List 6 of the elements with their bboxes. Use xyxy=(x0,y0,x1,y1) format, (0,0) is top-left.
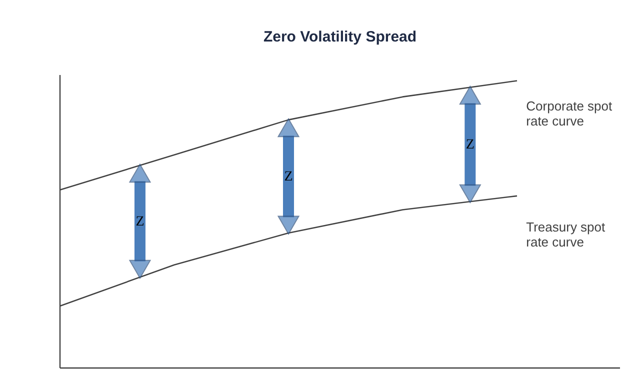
annotation: Z xyxy=(136,214,144,230)
series-label: Treasury spot rate curve xyxy=(526,220,606,250)
series-label: Corporate spot rate curve xyxy=(526,98,613,129)
chart-title: Zero Volatility Spread xyxy=(263,28,417,46)
annotation: Z xyxy=(466,137,474,152)
annotation: Z xyxy=(284,169,293,184)
